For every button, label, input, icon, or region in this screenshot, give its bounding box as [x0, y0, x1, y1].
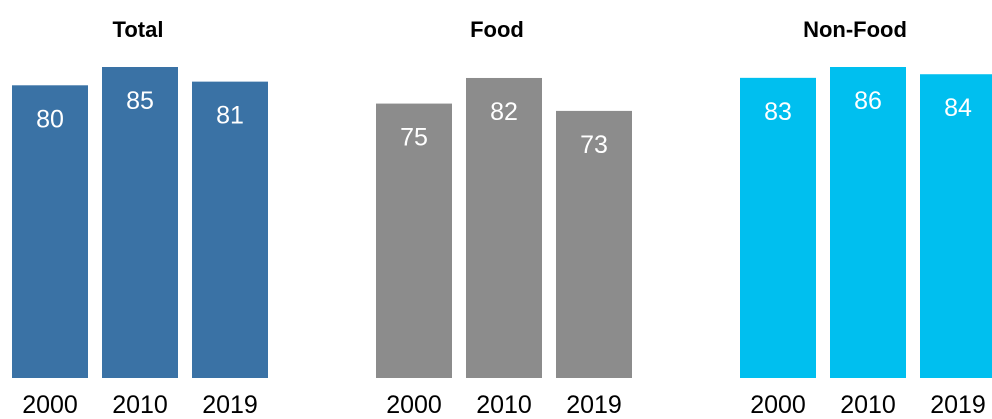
bar-total-2010	[102, 67, 178, 378]
bar-food-2019	[556, 110, 632, 378]
category-label-total-2000: 2000	[22, 391, 78, 419]
category-label-non-food-2010: 2010	[840, 391, 896, 419]
category-label-total-2010: 2010	[112, 391, 168, 419]
value-label-food-2010: 82	[490, 98, 518, 126]
category-label-non-food-2000: 2000	[750, 391, 806, 419]
chart-panel-total: Total 80 2000 85 2010 81 2019	[12, 17, 268, 419]
category-label-total-2019: 2019	[202, 391, 258, 419]
value-label-total-2010: 85	[126, 87, 154, 115]
value-label-food-2000: 75	[400, 124, 428, 152]
chart-panel-non-food: Non-Food 83 2000 86 2010 84 2019	[740, 17, 992, 419]
value-label-total-2019: 81	[216, 102, 244, 130]
chart-panel-food: Food 75 2000 82 2010 73 2019	[376, 17, 632, 419]
category-label-food-2010: 2010	[476, 391, 532, 419]
bar-total-2000	[12, 85, 88, 378]
bar-non-food-2019	[920, 74, 992, 379]
bar-total-2019	[192, 81, 268, 379]
panel-title: Food	[470, 17, 524, 42]
bar-non-food-2000	[740, 77, 816, 378]
bar-food-2010	[466, 77, 542, 378]
category-label-food-2019: 2019	[566, 391, 622, 419]
bar-food-2000	[376, 103, 452, 379]
value-label-non-food-2000: 83	[764, 98, 792, 126]
panel-title: Non-Food	[803, 17, 907, 42]
value-label-non-food-2019: 84	[944, 94, 972, 122]
value-label-non-food-2010: 86	[854, 87, 882, 115]
category-label-food-2000: 2000	[386, 391, 442, 419]
bar-non-food-2010	[830, 67, 906, 378]
category-label-non-food-2019: 2019	[930, 391, 986, 419]
value-label-food-2019: 73	[580, 131, 608, 159]
value-label-total-2000: 80	[36, 105, 64, 133]
panel-title: Total	[113, 17, 164, 42]
